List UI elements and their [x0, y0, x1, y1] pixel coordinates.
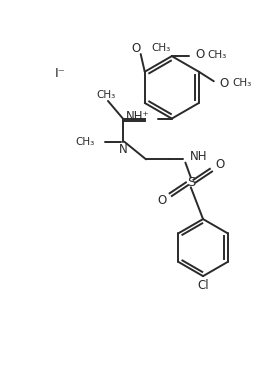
Text: CH₃: CH₃ — [96, 90, 115, 100]
Text: I⁻: I⁻ — [55, 67, 66, 80]
Text: O: O — [220, 77, 229, 90]
Text: NH: NH — [189, 150, 207, 163]
Text: N: N — [118, 143, 127, 156]
Text: Cl: Cl — [197, 279, 209, 292]
Text: NH⁺: NH⁺ — [126, 110, 149, 123]
Text: O: O — [215, 158, 224, 171]
Text: CH₃: CH₃ — [207, 50, 226, 60]
Text: O: O — [195, 48, 204, 61]
Text: O: O — [157, 194, 166, 207]
Text: CH₃: CH₃ — [151, 43, 170, 53]
Text: CH₃: CH₃ — [232, 78, 251, 89]
Text: CH₃: CH₃ — [76, 137, 95, 147]
Text: S: S — [187, 176, 195, 189]
Text: O: O — [131, 42, 140, 54]
